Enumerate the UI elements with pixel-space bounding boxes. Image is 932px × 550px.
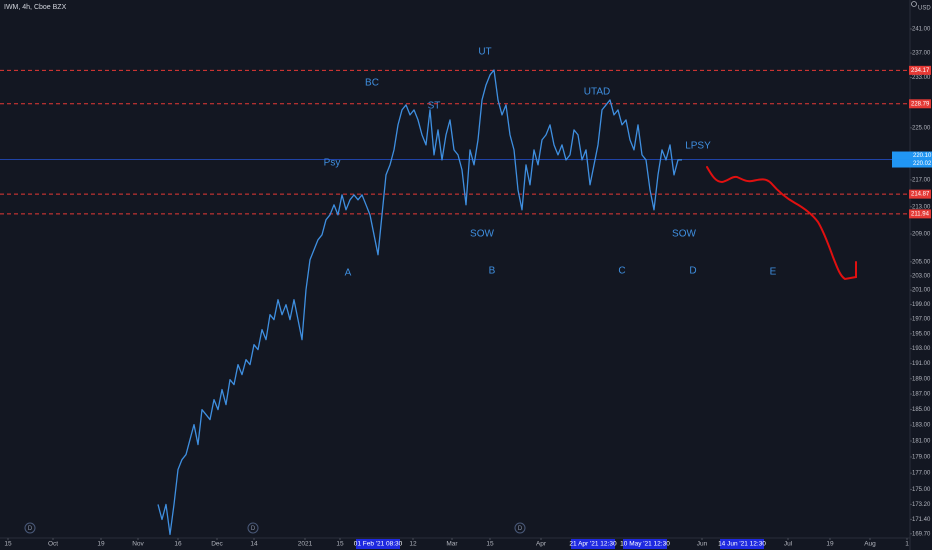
x-tick-label: Jun: [697, 541, 708, 548]
annotation: Psy: [324, 158, 341, 169]
y-tick-label: 187.00: [912, 392, 931, 398]
x-tick-label: Mar: [446, 541, 458, 548]
dividend-label: D: [28, 526, 33, 532]
x-highlight-box: [623, 539, 667, 549]
y-tick-label: 195.00: [912, 331, 931, 337]
chart-title: IWM, 4h, Cboe BZX: [4, 4, 67, 11]
x-highlight-box: [720, 539, 764, 549]
level-label: 234.17: [911, 68, 930, 74]
y-tick-label: 175.00: [912, 487, 931, 493]
y-tick-label: 233.00: [912, 75, 931, 81]
annotation: UT: [478, 47, 491, 58]
x-highlight-box: [356, 539, 400, 549]
y-tick-label: 193.00: [912, 346, 931, 352]
level-box: [909, 99, 931, 109]
x-highlight-label: 01 Feb '21 08:30: [354, 541, 403, 548]
y-tick-label: 181.00: [912, 439, 931, 445]
y-tick-label: 185.00: [912, 407, 931, 413]
level-box: [909, 209, 931, 219]
annotation: LPSY: [685, 141, 711, 152]
x-tick-label: 14: [250, 541, 258, 548]
price-box: [892, 151, 932, 160]
x-highlight-label: 14 Jun '21 12:30: [718, 541, 766, 548]
y-tick-label: 183.00: [912, 423, 931, 429]
dividend-label: D: [518, 526, 523, 532]
x-tick-label: Jul: [784, 541, 793, 548]
y-tick-label: 203.00: [912, 273, 931, 279]
level-box: [909, 189, 931, 199]
annotation: E: [770, 267, 777, 278]
y-tick-label: 171.40: [912, 517, 931, 523]
y-tick-label: 199.00: [912, 302, 931, 308]
drawn-projection: [706, 166, 857, 281]
y-tick-label: 225.00: [912, 125, 931, 131]
annotation: ST: [428, 101, 441, 112]
y-tick-label: 241.00: [912, 27, 931, 33]
level-label: 211.94: [911, 211, 930, 217]
x-tick-label: Apr: [536, 541, 547, 548]
x-highlight-box: [571, 539, 615, 549]
dividend-marker[interactable]: [514, 522, 526, 534]
annotations: Psy BC ST UT UTAD LPSY SOW SOW A B C D E: [0, 47, 910, 536]
annotation: BC: [365, 78, 379, 89]
x-tick-label: 16: [174, 541, 182, 548]
x-tick-label: 12: [409, 541, 417, 548]
y-tick-label: 205.00: [912, 259, 931, 265]
x-tick-label: Oct: [48, 541, 58, 548]
x-tick-label: Dec: [211, 541, 223, 548]
price-series: [157, 69, 682, 536]
annotation: A: [345, 268, 352, 279]
annotation: UTAD: [584, 87, 610, 98]
x-tick-label: Aug: [864, 541, 876, 548]
x-tick-label: 15: [4, 541, 12, 548]
level-label: 214.87: [911, 192, 930, 198]
y-tick-label: 237.00: [912, 51, 931, 57]
price-box: [892, 159, 932, 168]
y-tick-label: 173.20: [912, 502, 931, 508]
y-tick-label: 197.00: [912, 317, 931, 323]
y-tick-label: 177.00: [912, 471, 931, 477]
price-label: 220.10: [913, 153, 932, 159]
y-tick-label: 217.00: [912, 178, 931, 184]
x-tick-label: 19: [97, 541, 105, 548]
annotation: D: [689, 266, 696, 277]
y-tick-label: 201.00: [912, 288, 931, 294]
y-tick-label: 169.70: [912, 531, 931, 537]
x-highlight-label: 21 Apr '21 12:30: [569, 541, 617, 548]
currency: USD: [918, 6, 931, 12]
level-box: [909, 65, 931, 75]
dividend-marker[interactable]: [24, 522, 36, 534]
price-label: 220.02: [913, 161, 932, 167]
dividend-marker[interactable]: [247, 522, 259, 534]
y-tick-label: 191.00: [912, 361, 931, 367]
dividend-label: D: [251, 526, 256, 532]
y-tick-label: 209.00: [912, 232, 931, 238]
x-highlight-label: 10 May '21 12:30: [620, 541, 670, 548]
x-tick-label: Nov: [132, 541, 144, 548]
x-tick-label: 15: [486, 541, 494, 548]
dividend-markers: D D D: [24, 522, 526, 534]
x-tick-label: 15: [336, 541, 344, 548]
x-tick-label: 1: [905, 541, 909, 548]
y-tick-label: 213.00: [912, 204, 931, 210]
annotation: B: [489, 266, 496, 277]
x-tick-label: 19: [826, 541, 834, 548]
annotation: SOW: [470, 229, 494, 240]
y-tick-label: 189.00: [912, 376, 931, 382]
x-tick-label: 2021: [298, 541, 313, 548]
level-label: 228.79: [911, 101, 930, 107]
settings-icon[interactable]: [911, 1, 917, 7]
y-tick-label: 179.00: [912, 455, 931, 461]
annotation: SOW: [672, 229, 696, 240]
annotation: C: [618, 266, 625, 277]
